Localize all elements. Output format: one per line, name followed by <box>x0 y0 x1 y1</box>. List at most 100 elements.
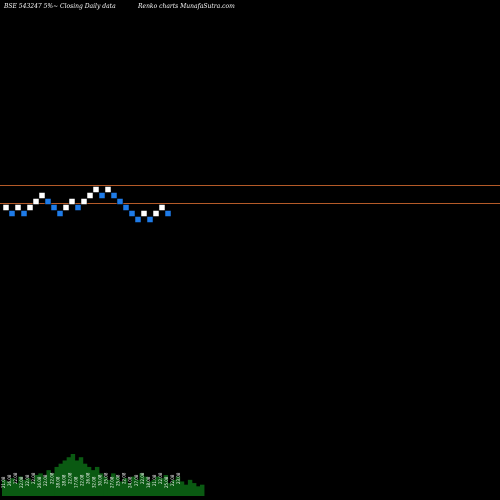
volume-bar <box>94 466 100 496</box>
volume-bar <box>98 473 104 496</box>
renko-brick-23 <box>134 216 142 223</box>
volume-bar <box>6 481 11 496</box>
renko-brick-10 <box>56 210 64 217</box>
volume-bar <box>82 463 88 496</box>
volume-label: 22.08 <box>43 474 48 486</box>
volume-bar <box>123 478 128 496</box>
renko-brick-6 <box>32 198 40 205</box>
renko-brick-19 <box>110 192 118 199</box>
renko-brick-27 <box>158 204 166 211</box>
volume-bar <box>90 470 96 496</box>
volume-label: 22.08 <box>79 474 84 486</box>
volume-bar <box>143 476 148 496</box>
volume-bar <box>42 476 47 496</box>
volume-bar <box>131 476 136 496</box>
renko-brick-14 <box>80 198 88 205</box>
volume-label: 32.08 <box>92 476 97 488</box>
volume-bar <box>86 466 92 496</box>
volume-label: 26.08 <box>85 472 90 484</box>
volume-label: 24.08 <box>128 476 133 488</box>
volume-bar <box>115 476 120 496</box>
volume-bar <box>54 466 59 496</box>
volume-bar <box>10 478 15 496</box>
volume-label: 22.08 <box>19 476 24 488</box>
volume-bar <box>22 479 27 496</box>
volume-area <box>2 454 205 496</box>
volume-label: 28.08 <box>61 474 66 486</box>
volume-bar <box>183 484 189 496</box>
volume-bar <box>111 473 116 496</box>
volume-bar <box>18 476 23 496</box>
volume-bar <box>127 483 132 496</box>
volume-label: 27.08 <box>110 476 115 488</box>
volume-labels: 21.08 26.08 22.08 22.08 22.08 22.08 26.08 22.08… <box>1 472 181 488</box>
volume-label: 26.08 <box>7 474 12 486</box>
volume-bar <box>179 481 185 496</box>
volume-bar <box>159 478 165 496</box>
volume-bar <box>2 479 7 496</box>
volume-label: 22.08 <box>25 474 30 486</box>
volume-bar <box>139 473 144 496</box>
renko-brick-1 <box>2 204 10 211</box>
volume-bar <box>163 475 169 496</box>
renko-brick-15 <box>86 192 94 199</box>
volume-bar <box>30 481 35 496</box>
renko-brick-5 <box>26 204 34 211</box>
renko-brick-24 <box>140 210 148 217</box>
renko-brick-9 <box>50 204 58 211</box>
volume-label: 21.08 <box>152 474 157 486</box>
volume-label: 22.08 <box>140 472 145 484</box>
volume-bar <box>66 457 72 496</box>
volume-bar <box>187 479 193 496</box>
volume-bar <box>78 457 84 496</box>
volume-label: 30.08 <box>98 474 103 486</box>
volume-bar <box>50 473 55 496</box>
renko-brick-28 <box>164 210 172 217</box>
volume-label: 18.08 <box>146 476 151 488</box>
volume-label: 22.08 <box>13 472 18 484</box>
volume-bar <box>74 460 80 496</box>
volume-label: 23.08 <box>176 472 181 484</box>
volume-bar <box>38 473 43 496</box>
renko-bricks <box>2 186 172 223</box>
chart-header: BSE 543247 5%~ Closing Daily data Renko … <box>3 3 235 10</box>
volume-label: 22.08 <box>67 472 72 484</box>
volume-label: 22.08 <box>122 472 127 484</box>
volume-bar <box>200 484 205 496</box>
volume-bar <box>191 483 197 496</box>
volume-label: 22.08 <box>158 472 163 484</box>
renko-brick-2 <box>8 210 16 217</box>
volume-label: 22.08 <box>49 472 54 484</box>
volume-bar <box>119 481 124 496</box>
volume-label: 25.08 <box>116 474 121 486</box>
header-symbol: BSE 543247 5%~ <box>3 3 58 10</box>
volume-bar <box>151 479 156 496</box>
renko-brick-25 <box>146 216 154 223</box>
volume-bar <box>58 463 64 496</box>
renko-brick-17 <box>98 192 106 199</box>
renko-brick-21 <box>122 204 130 211</box>
header-subtitle: Closing Daily data <box>60 3 116 10</box>
volume-bar <box>107 479 112 496</box>
renko-brick-20 <box>116 198 124 205</box>
volume-bar <box>175 476 181 496</box>
renko-brick-16 <box>92 186 100 193</box>
renko-brick-22 <box>128 210 136 217</box>
volume-bar <box>70 454 76 496</box>
volume-label: 22.08 <box>170 474 175 486</box>
renko-brick-13 <box>74 204 82 211</box>
renko-brick-7 <box>38 192 46 199</box>
volume-bar <box>195 486 201 496</box>
renko-brick-3 <box>14 204 22 211</box>
volume-label: 25.08 <box>104 472 109 484</box>
volume-label: 22.08 <box>31 472 36 484</box>
volume-bar <box>103 476 108 496</box>
volume-label: 26.08 <box>37 476 42 488</box>
volume-label: 27.08 <box>134 474 139 486</box>
renko-brick-18 <box>104 186 112 193</box>
renko-brick-11 <box>62 204 70 211</box>
volume-bar <box>26 478 31 496</box>
volume-bar <box>14 483 19 496</box>
